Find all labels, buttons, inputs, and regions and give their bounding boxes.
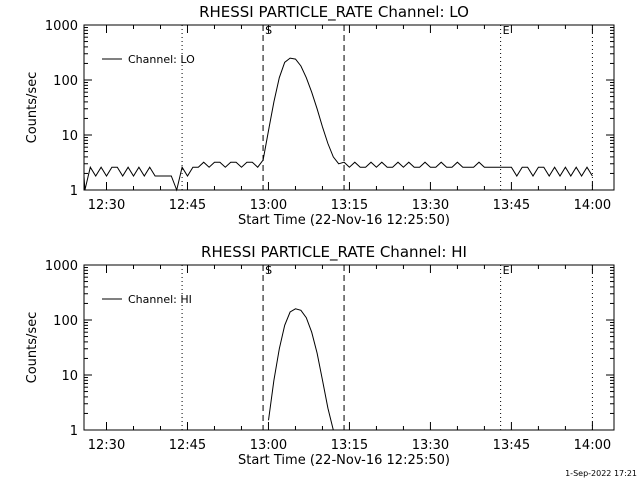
y-tick-label: 100	[53, 74, 78, 89]
y-tick-label: 1000	[45, 259, 78, 274]
x-axis-label: Start Time (22-Nov-16 12:25:50)	[238, 213, 450, 228]
chart-panel-hi: RHESSI PARTICLE_RATE Channel: HI 1 10 100 10…	[25, 243, 615, 468]
y-axis-label: Counts/sec	[25, 312, 40, 384]
marker-label: E	[503, 264, 510, 277]
y-axis-label: Counts/sec	[25, 72, 40, 144]
chart-title: RHESSI PARTICLE_RATE Channel: HI	[201, 243, 467, 262]
y-tick-label: 1000	[45, 19, 78, 34]
x-axis-label: Start Time (22-Nov-16 12:25:50)	[238, 453, 450, 468]
series-line	[268, 308, 334, 431]
marker-label: S	[265, 24, 272, 37]
x-tick-label: 14:00	[574, 438, 611, 453]
x-tick-label: 13:45	[493, 198, 530, 213]
legend-label: Channel: LO	[128, 53, 195, 66]
x-tick-label: 13:15	[331, 438, 368, 453]
plot-frame	[83, 24, 615, 191]
x-tick-label: 13:00	[250, 438, 287, 453]
y-tick-label: 10	[61, 129, 78, 144]
x-tick-label: 12:30	[88, 198, 125, 213]
chart-title: RHESSI PARTICLE_RATE Channel: LO	[199, 3, 469, 22]
x-tick-label: 14:00	[574, 198, 611, 213]
x-tick-label: 12:45	[169, 438, 206, 453]
x-tick-label: 12:30	[88, 438, 125, 453]
y-tick-label: 100	[53, 314, 78, 329]
x-tick-label: 13:00	[250, 198, 287, 213]
legend-label: Channel: HI	[128, 293, 192, 306]
x-tick-label: 13:30	[412, 438, 449, 453]
y-tick-label: 10	[61, 369, 78, 384]
series-line	[83, 57, 593, 192]
marker-label: E	[503, 24, 510, 37]
plot-frame	[83, 264, 615, 431]
x-tick-label: 13:30	[412, 198, 449, 213]
x-tick-label: 13:45	[493, 438, 530, 453]
marker-label: S	[265, 264, 272, 277]
y-tick-label: 1	[70, 424, 78, 439]
x-tick-label: 13:15	[331, 198, 368, 213]
y-tick-label: 1	[70, 184, 78, 199]
footer-timestamp: 1-Sep-2022 17:21	[565, 469, 637, 478]
x-tick-label: 12:45	[169, 198, 206, 213]
chart-panel-lo: RHESSI PARTICLE_RATE Channel: LO 1 10 100 10…	[25, 3, 615, 228]
